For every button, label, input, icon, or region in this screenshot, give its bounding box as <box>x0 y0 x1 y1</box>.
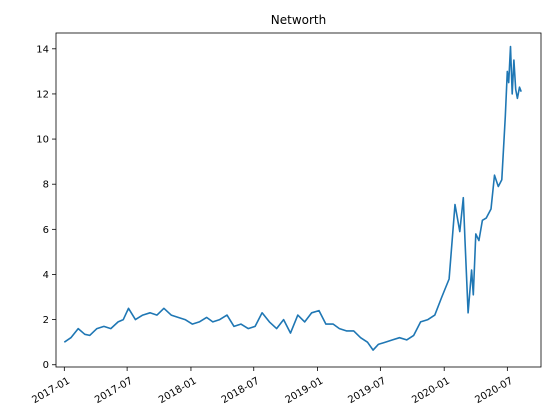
y-tick-label: 14 <box>36 44 49 55</box>
x-tick-label: 2019-07 <box>346 376 388 406</box>
y-tick-label: 6 <box>43 225 49 236</box>
x-tick-label: 2018-07 <box>220 376 262 406</box>
x-tick-label: 2019-01 <box>284 376 326 406</box>
x-tick-label: 2020-01 <box>410 376 452 406</box>
chart-title: Networth <box>271 13 326 27</box>
y-axis: 0 2 4 6 8 10 12 14 <box>36 44 56 371</box>
y-tick-label: 4 <box>43 270 49 281</box>
x-tick-label: 2017-07 <box>93 376 135 406</box>
x-tick-label: 2017-01 <box>30 376 72 406</box>
x-tick-label: 2018-01 <box>157 376 199 406</box>
y-tick-label: 12 <box>36 89 49 100</box>
y-tick-label: 0 <box>43 360 49 371</box>
y-tick-label: 8 <box>43 180 49 191</box>
y-tick-label: 2 <box>43 315 49 326</box>
plot-frame <box>55 32 542 368</box>
y-tick-label: 10 <box>36 135 49 146</box>
x-tick-label: 2020-07 <box>473 376 515 406</box>
series-line-networth <box>63 45 522 351</box>
x-axis: 2017-01 2017-07 2018-01 2018-07 2019-01 2019-… <box>30 367 515 406</box>
